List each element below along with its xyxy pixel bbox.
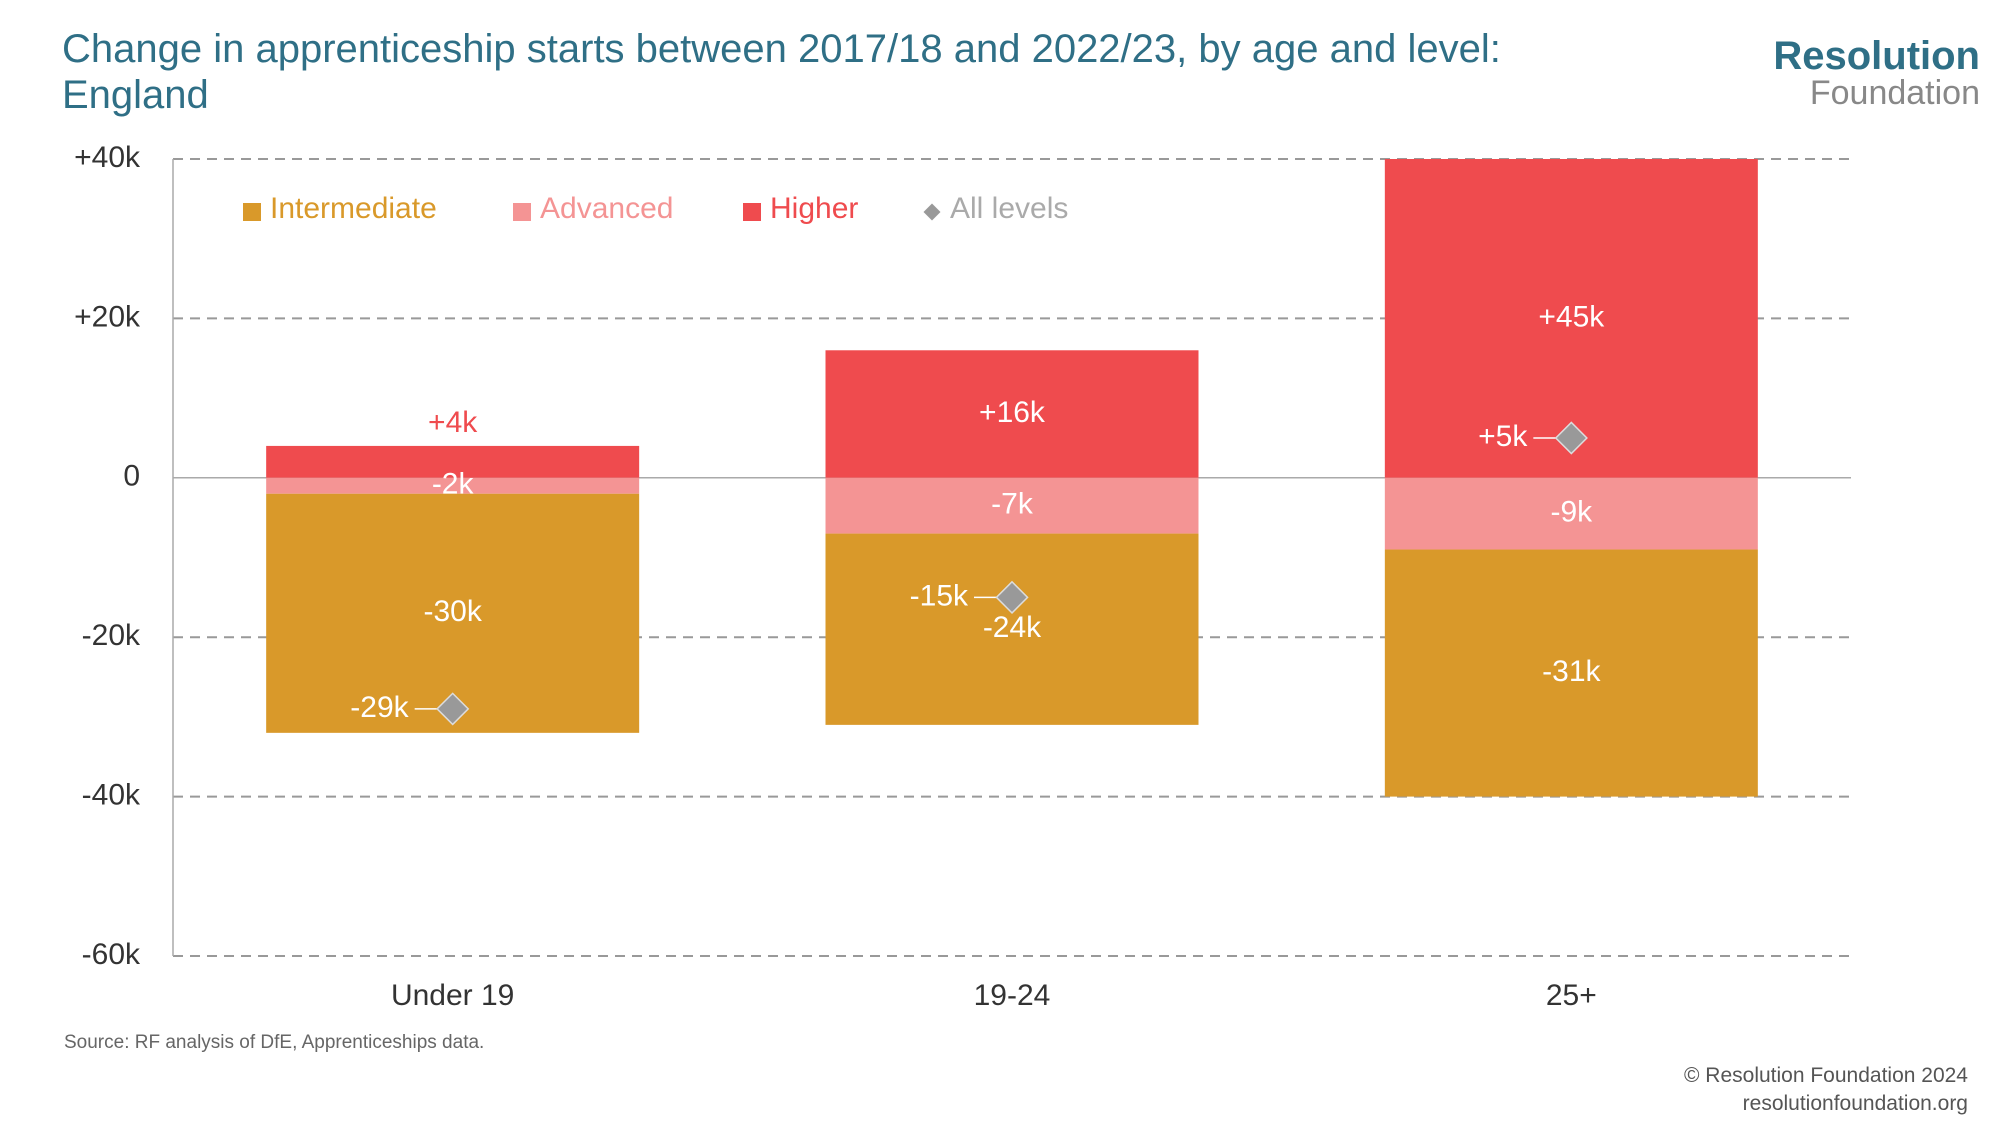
legend-label: Advanced [540, 192, 673, 225]
legend-label: Higher [770, 192, 858, 225]
marker [1554, 421, 1588, 455]
bar-segment [266, 445, 640, 478]
x-tick-label: 19-24 [974, 979, 1051, 1012]
url: resolutionfoundation.org [1742, 1092, 1968, 1115]
legend-marker [743, 203, 761, 221]
marker [436, 692, 470, 726]
y-tick-label: -40k [82, 779, 141, 812]
legend-marker [243, 203, 261, 221]
data-label: -9k [1550, 496, 1593, 529]
x-tick-label: 25+ [1546, 979, 1597, 1012]
data-label: +4k [428, 406, 478, 439]
legend-marker [923, 203, 941, 221]
data-label: -24k [983, 611, 1042, 644]
data-label: +45k [1538, 300, 1605, 333]
source: Source: RF analysis of DfE, Apprenticesh… [64, 1032, 485, 1053]
y-tick-label: +40k [74, 141, 141, 174]
logo: Resolution [1773, 34, 1980, 78]
x-tick-label: Under 19 [391, 979, 514, 1012]
y-tick-label: +20k [74, 300, 141, 333]
legend-label: All levels [950, 192, 1068, 225]
bar-segment [1384, 477, 1758, 550]
legend-marker [513, 203, 531, 221]
y-tick-label: 0 [123, 460, 140, 493]
data-label: -30k [423, 595, 482, 628]
bar-segment [825, 477, 1199, 534]
y-tick-label: -20k [82, 619, 141, 652]
data-label: -15k [910, 579, 969, 612]
copyright: © Resolution Foundation 2024 [1683, 1064, 1968, 1087]
bar-segment [825, 350, 1199, 478]
legend-label: Intermediate [270, 192, 437, 225]
bar-segment [1384, 549, 1758, 797]
data-label: +16k [979, 396, 1046, 429]
bar-segment [266, 477, 640, 494]
data-label: -31k [1542, 655, 1601, 688]
marker [995, 580, 1029, 614]
data-label: -29k [350, 691, 409, 724]
chart-title: Change in apprenticeship starts between … [62, 27, 1501, 117]
data-label: -7k [991, 488, 1034, 521]
data-label: -2k [432, 468, 475, 501]
y-tick-label: -60k [82, 938, 141, 971]
bar-segment [825, 533, 1199, 725]
logo: Foundation [1809, 74, 1980, 112]
data-label: +5k [1478, 420, 1528, 453]
